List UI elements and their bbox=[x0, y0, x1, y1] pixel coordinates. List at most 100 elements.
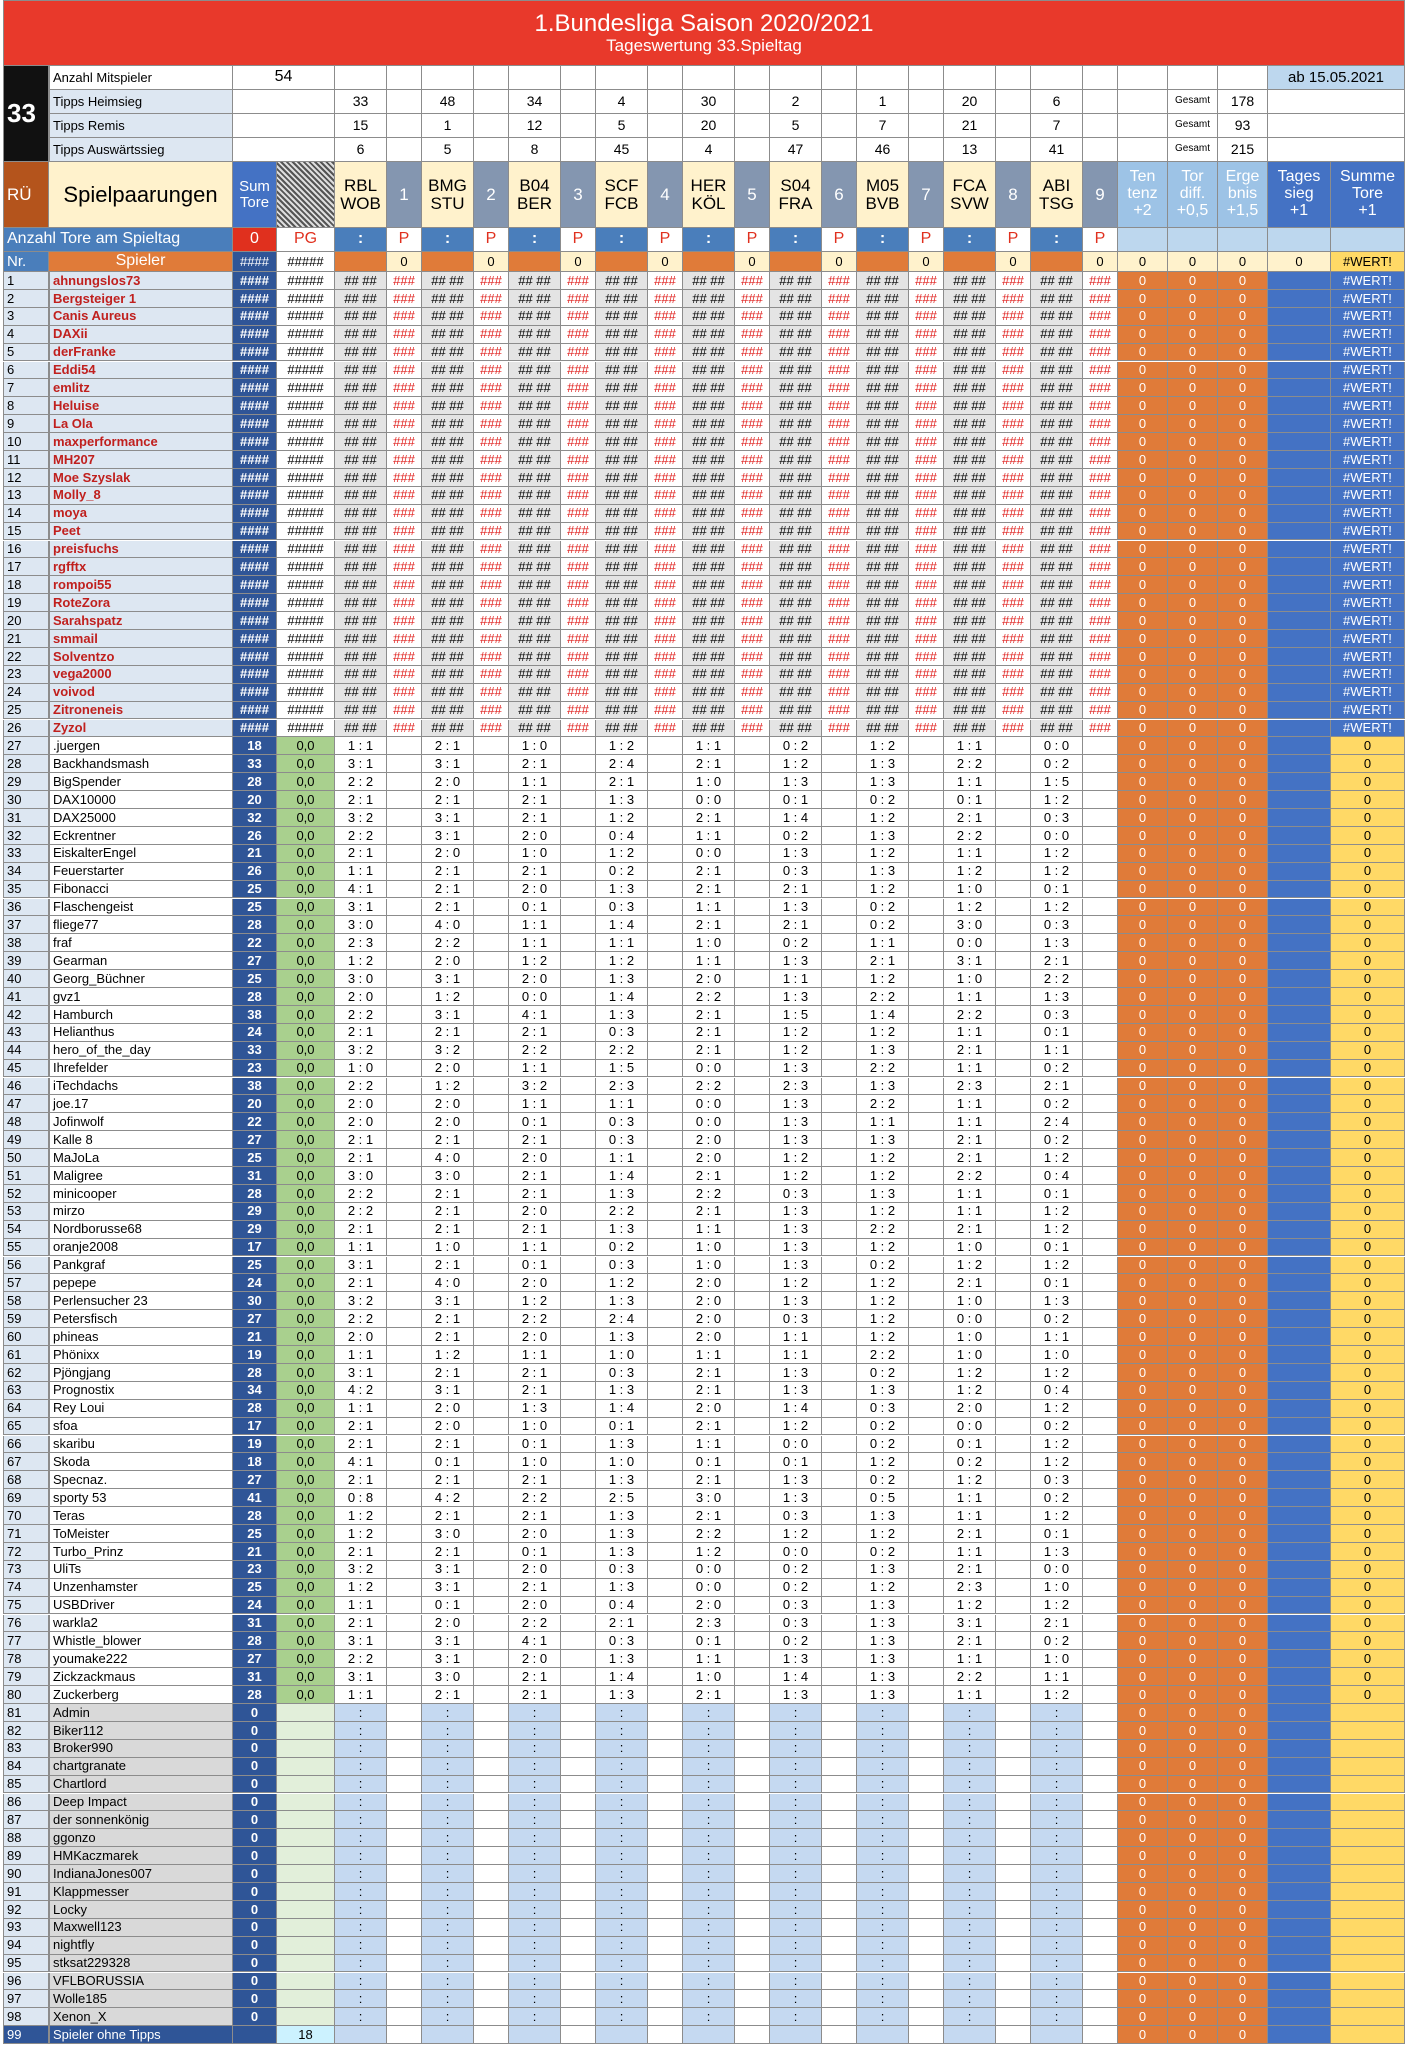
points-value: 0 bbox=[1118, 1381, 1168, 1400]
tip: ## ## bbox=[944, 468, 996, 487]
pg-value: ##### bbox=[277, 558, 335, 577]
blank-cell bbox=[474, 66, 509, 90]
tip: 0 : 2 bbox=[857, 1542, 909, 1561]
sum-value: 0 bbox=[1331, 1632, 1405, 1651]
cell-line: M05 bbox=[865, 175, 900, 195]
blank-cell bbox=[277, 1918, 335, 1937]
blank-cell bbox=[387, 1095, 422, 1114]
blank-cell bbox=[822, 1847, 857, 1866]
pg-value: 0,0 bbox=[277, 1686, 335, 1704]
blank-cell bbox=[561, 66, 596, 90]
tip: 1 : 3 bbox=[596, 1328, 648, 1346]
tip: 1 : 3 bbox=[770, 1113, 822, 1132]
blank-cell bbox=[1083, 1220, 1118, 1239]
blank-cell bbox=[387, 880, 422, 899]
row-nr: 4 bbox=[3, 325, 49, 344]
tip: ## ## bbox=[509, 522, 561, 541]
blank-cell bbox=[1031, 2026, 1083, 2045]
tip: ## ## bbox=[857, 594, 909, 613]
tip: ## ## bbox=[770, 630, 822, 648]
blank-cell bbox=[735, 114, 770, 138]
tip: 1 : 2 bbox=[335, 1525, 387, 1543]
pg-value: ##### bbox=[277, 683, 335, 702]
blank-cell bbox=[1083, 862, 1118, 881]
tip: ## ## bbox=[422, 504, 474, 523]
blank-cell bbox=[1083, 1059, 1118, 1078]
tip: 2 : 1 bbox=[596, 773, 648, 792]
points-value: 0 bbox=[1118, 934, 1168, 953]
blank-cell bbox=[996, 1560, 1031, 1579]
tip: 1 : 3 bbox=[770, 1650, 822, 1669]
tip: 2 : 4 bbox=[596, 755, 648, 774]
blank-cell bbox=[1268, 1077, 1331, 1096]
tip: : bbox=[1031, 2008, 1083, 2027]
tip: 1 : 2 bbox=[944, 1256, 996, 1275]
row-nr: 7 bbox=[3, 379, 49, 398]
cell-line: tenz bbox=[1127, 185, 1158, 203]
blank-cell bbox=[474, 1739, 509, 1758]
blank-cell bbox=[996, 952, 1031, 971]
blank-cell bbox=[735, 1578, 770, 1597]
blank-cell bbox=[996, 737, 1031, 756]
points-value: 0 bbox=[1118, 791, 1168, 809]
blank-cell bbox=[561, 1256, 596, 1275]
blank-cell bbox=[648, 1972, 683, 1991]
blank-cell bbox=[909, 1095, 944, 1114]
tip: 2 : 1 bbox=[509, 755, 561, 774]
blank-cell bbox=[1331, 1847, 1405, 1866]
tip: ## ## bbox=[335, 612, 387, 630]
row-nr: 12 bbox=[3, 468, 49, 487]
blank-cell bbox=[387, 1847, 422, 1866]
tip: 2 : 1 bbox=[509, 1184, 561, 1203]
blank-cell bbox=[822, 1202, 857, 1221]
sum-tore: #### bbox=[233, 397, 277, 416]
tip: : bbox=[335, 1883, 387, 1901]
row-nr: 85 bbox=[3, 1775, 49, 1794]
row-nr: 20 bbox=[3, 612, 49, 630]
blank-cell bbox=[648, 862, 683, 881]
blank-cell bbox=[233, 114, 335, 138]
pg-value: 0,0 bbox=[277, 791, 335, 809]
pg-value: 0,0 bbox=[277, 1292, 335, 1311]
tip-points: ### bbox=[1083, 612, 1118, 630]
tip: 0 : 2 bbox=[1031, 1059, 1083, 1078]
cell-line: Tore bbox=[1351, 185, 1384, 203]
player-name: Ihrefelder bbox=[49, 1059, 233, 1078]
blank-cell bbox=[1083, 898, 1118, 917]
blank-cell bbox=[1268, 1811, 1331, 1830]
sum-value: 0 bbox=[1331, 1507, 1405, 1525]
tip: 1 : 2 bbox=[857, 1328, 909, 1346]
tip: : bbox=[1031, 1865, 1083, 1883]
points-value: 0 bbox=[1118, 1954, 1168, 1973]
tip: 2 : 1 bbox=[335, 1614, 387, 1633]
tip: 2 : 3 bbox=[770, 1077, 822, 1096]
blank-cell bbox=[822, 1489, 857, 1508]
blank-cell bbox=[648, 934, 683, 953]
blank-cell bbox=[561, 1184, 596, 1203]
row-nr: 25 bbox=[3, 701, 49, 720]
blank-cell bbox=[335, 2026, 387, 2045]
blank-cell bbox=[996, 1739, 1031, 1758]
tip: 2 : 0 bbox=[422, 1417, 474, 1436]
row-nr: 46 bbox=[3, 1077, 49, 1096]
player-name: fraf bbox=[49, 934, 233, 953]
blank-cell bbox=[735, 809, 770, 827]
blank-cell bbox=[387, 1507, 422, 1525]
points-value: 0 bbox=[1168, 361, 1218, 380]
tip: 1 : 2 bbox=[770, 1274, 822, 1293]
tip-points: ### bbox=[561, 665, 596, 684]
blank-cell bbox=[561, 1059, 596, 1078]
blank-cell bbox=[822, 1829, 857, 1848]
sum-value: 0 bbox=[1331, 826, 1405, 845]
blank-cell bbox=[996, 1721, 1031, 1740]
blank-cell bbox=[387, 1149, 422, 1167]
blank-cell bbox=[1083, 1256, 1118, 1275]
sum-value: #WERT! bbox=[1331, 361, 1405, 380]
tip: ## ## bbox=[683, 504, 735, 523]
tip: 1 : 4 bbox=[770, 809, 822, 827]
player-name: Petersfisch bbox=[49, 1310, 233, 1329]
blank-cell bbox=[1268, 701, 1331, 720]
tip: 1 : 3 bbox=[770, 773, 822, 792]
tip: : bbox=[1031, 1883, 1083, 1901]
tip-points: ### bbox=[735, 307, 770, 326]
